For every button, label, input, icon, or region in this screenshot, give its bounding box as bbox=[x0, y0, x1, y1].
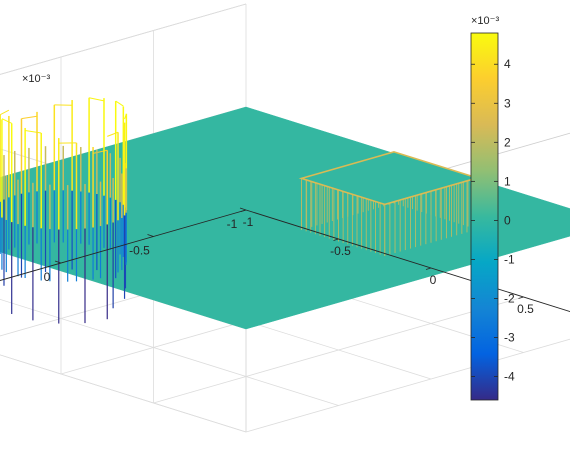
grid-line bbox=[153, 296, 524, 404]
y-tick-mark bbox=[147, 234, 154, 237]
x-tick-label: -0.5 bbox=[330, 244, 351, 258]
colorbar-tick-label: 3 bbox=[504, 96, 511, 110]
disc-top-edge bbox=[115, 100, 124, 107]
disc-top-edge bbox=[0, 109, 10, 116]
grid-line bbox=[245, 338, 570, 433]
colorbar-gradient bbox=[470, 32, 499, 401]
square-top bbox=[298, 151, 481, 206]
disc-top-edge bbox=[21, 115, 38, 120]
colorbar-tick-label: 0 bbox=[504, 213, 511, 227]
x-tick-mark bbox=[425, 267, 432, 270]
x-tick-label: 0 bbox=[430, 273, 437, 287]
grid-line bbox=[0, 354, 247, 433]
disc-top-edge bbox=[92, 149, 108, 154]
y-tick-mark bbox=[239, 207, 247, 211]
colorbar-tick-label: -3 bbox=[504, 331, 515, 345]
disc-top-edge bbox=[124, 113, 127, 120]
disc-top-edge bbox=[1, 118, 12, 124]
disc-top-edge bbox=[88, 97, 105, 102]
x-tick-mark bbox=[240, 209, 247, 212]
colorbar-exponent-label: ×10⁻³ bbox=[471, 15, 499, 27]
colorbar-ticks: -4 -3 -2 -1 0 1 2 3 4 bbox=[471, 57, 515, 384]
surface-plot bbox=[0, 97, 570, 330]
y-tick-label: -1 bbox=[227, 217, 238, 231]
y-tick-label: -0.5 bbox=[129, 244, 150, 258]
box-edge bbox=[0, 3, 247, 75]
colorbar-tick-label: -1 bbox=[504, 252, 515, 266]
axis-ticks: -1-0.500.51-1-0.500.51-505 bbox=[44, 207, 534, 316]
x-tick-mark bbox=[518, 296, 524, 299]
x-tick-label: 0.5 bbox=[517, 302, 534, 316]
grid-line bbox=[0, 354, 247, 433]
grid-line bbox=[0, 3, 247, 75]
y-tick-label: 0 bbox=[44, 270, 51, 284]
colorbar-tick-label: 1 bbox=[504, 174, 511, 188]
colorbar: -4 -3 -2 -1 0 1 2 3 4 ×10⁻³ bbox=[470, 15, 515, 401]
colorbar-tick-label: 4 bbox=[504, 57, 511, 71]
colorbar-tick-label: -4 bbox=[504, 370, 515, 384]
disc-top-edge bbox=[107, 131, 119, 137]
y-tick-mark bbox=[54, 260, 62, 264]
z-exponent-label: ×10⁻³ bbox=[22, 73, 50, 85]
colorbar-tick-label: 2 bbox=[504, 135, 511, 149]
disc-top-edge bbox=[25, 129, 42, 134]
colorbar-tick-label: -2 bbox=[504, 291, 515, 305]
x-tick-label: -1 bbox=[243, 215, 254, 229]
x-tick-mark bbox=[333, 238, 339, 241]
